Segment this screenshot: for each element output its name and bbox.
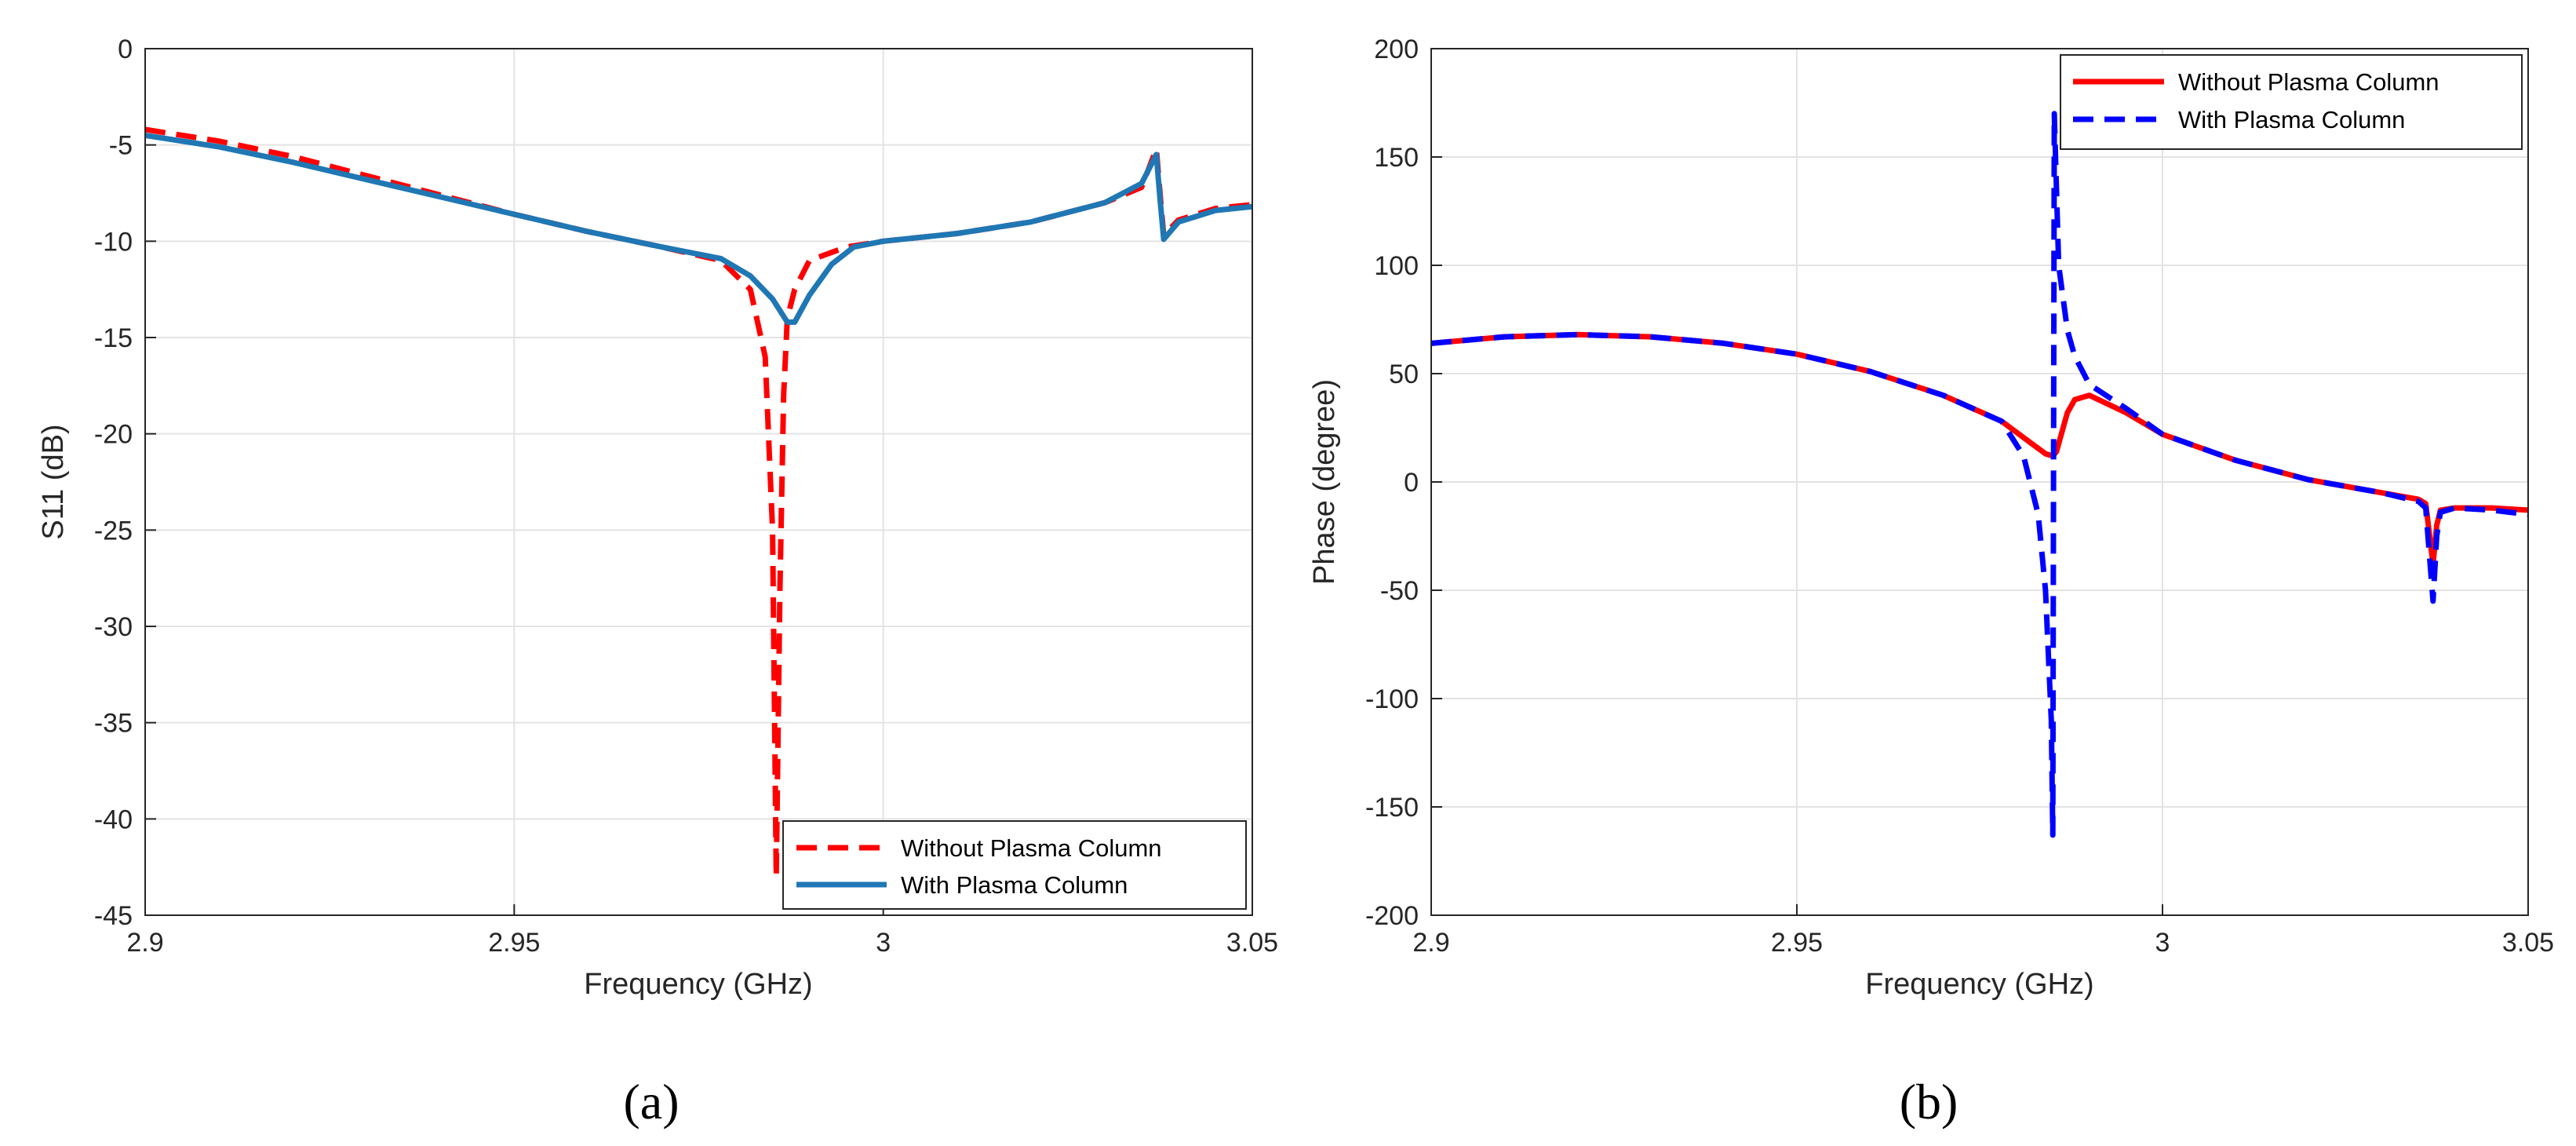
chart-b-xtick-label: 2.9 bbox=[1412, 928, 1449, 958]
chart-b-xlabel: Frequency (GHz) bbox=[1865, 968, 2093, 1001]
chart-a-xtick-label: 3.05 bbox=[1226, 928, 1278, 958]
chart-a-ylabel: S11 (dB) bbox=[37, 424, 70, 539]
chart-panel-b: 2.9 2.95 3 3.05200150100500-50-100-150-200 … bbox=[1308, 35, 2554, 1130]
chart-b-ytick-label: 100 bbox=[1374, 251, 1419, 281]
chart-b-series-lines bbox=[1431, 111, 2528, 838]
panel-label-b: (b) bbox=[1900, 1074, 1958, 1130]
chart-a-ytick-label: 0 bbox=[118, 35, 133, 64]
chart-a-ytick-label: -35 bbox=[94, 709, 133, 739]
chart-b-ytick-label: -50 bbox=[1380, 576, 1419, 606]
chart-b-legend: Without Plasma Column With Plasma Column bbox=[2060, 54, 2523, 150]
chart-b-ytick-label: -100 bbox=[1365, 684, 1419, 714]
chart-a-axes-box bbox=[144, 48, 1253, 916]
chart-b-ytick-label: -200 bbox=[1365, 901, 1419, 931]
chart-a-ytick-label: -45 bbox=[94, 901, 133, 931]
chart-b-ytick-label: 0 bbox=[1404, 468, 1419, 498]
chart-b-ytick-label: 50 bbox=[1389, 359, 1419, 389]
chart-a-ytick-label: -5 bbox=[109, 131, 133, 161]
chart-panel-a: 2.9 2.95 3 3.050-5-10-15-20-25-30-35-40-45 … bbox=[37, 35, 1278, 1130]
chart-b-legend-label-with: With Plasma Column bbox=[2178, 106, 2405, 133]
chart-b-legend-box bbox=[2060, 54, 2523, 150]
chart-b-ylabel: Phase (degree) bbox=[1308, 379, 1341, 585]
chart-a-tick-labels: 2.9 2.95 3 3.05 0 -5 -10 -15 -20 -25 -30 -35 -40 -45 bbox=[94, 35, 1278, 958]
chart-a-ytick-label: -30 bbox=[94, 612, 133, 642]
chart-b-grid bbox=[1430, 48, 2529, 916]
chart-a-ytick-label: -10 bbox=[94, 227, 133, 257]
chart-a-legend-box bbox=[782, 820, 1247, 910]
chart-b-xtick-label: 3 bbox=[2155, 928, 2170, 958]
panel-label-a: (a) bbox=[623, 1074, 679, 1130]
chart-a-xlabel: Frequency (GHz) bbox=[584, 968, 812, 1001]
chart-a-ytick-label: -25 bbox=[94, 516, 133, 546]
chart-b-legend-label-without: Without Plasma Column bbox=[2178, 68, 2439, 96]
chart-b-ytick-label: 200 bbox=[1374, 35, 1419, 64]
chart-a-xtick-label: 2.9 bbox=[126, 928, 163, 958]
chart-a-xtick-label: 2.95 bbox=[488, 928, 540, 958]
chart-b-series-without-plasma bbox=[1431, 331, 2528, 568]
chart-a-legend-label-with: With Plasma Column bbox=[901, 871, 1128, 899]
chart-a-legend: Without Plasma Column With Plasma Column bbox=[782, 820, 1247, 910]
chart-a-grid bbox=[144, 48, 1253, 916]
chart-b-xtick-label: 3.05 bbox=[2502, 928, 2554, 958]
chart-a-ytick-label: -15 bbox=[94, 323, 133, 353]
chart-a-series-with-plasma bbox=[145, 132, 1252, 325]
chart-b-xtick-label: 2.95 bbox=[1771, 928, 1823, 958]
chart-a-ytick-label: -40 bbox=[94, 805, 133, 834]
chart-b-series-with-plasma bbox=[1431, 111, 2528, 838]
chart-a-legend-label-without: Without Plasma Column bbox=[901, 834, 1162, 862]
chart-b-ytick-label: -150 bbox=[1365, 793, 1419, 823]
chart-b-tick-labels: 2.9 2.95 3 3.05 200 150 100 50 0 -50 -100 -150 -200 bbox=[1365, 35, 2554, 958]
chart-a-series-lines bbox=[145, 126, 1252, 880]
chart-a-xtick-label: 3 bbox=[876, 928, 891, 958]
chart-b-ytick-label: 150 bbox=[1374, 143, 1419, 173]
chart-a-ytick-label: -20 bbox=[94, 420, 133, 450]
